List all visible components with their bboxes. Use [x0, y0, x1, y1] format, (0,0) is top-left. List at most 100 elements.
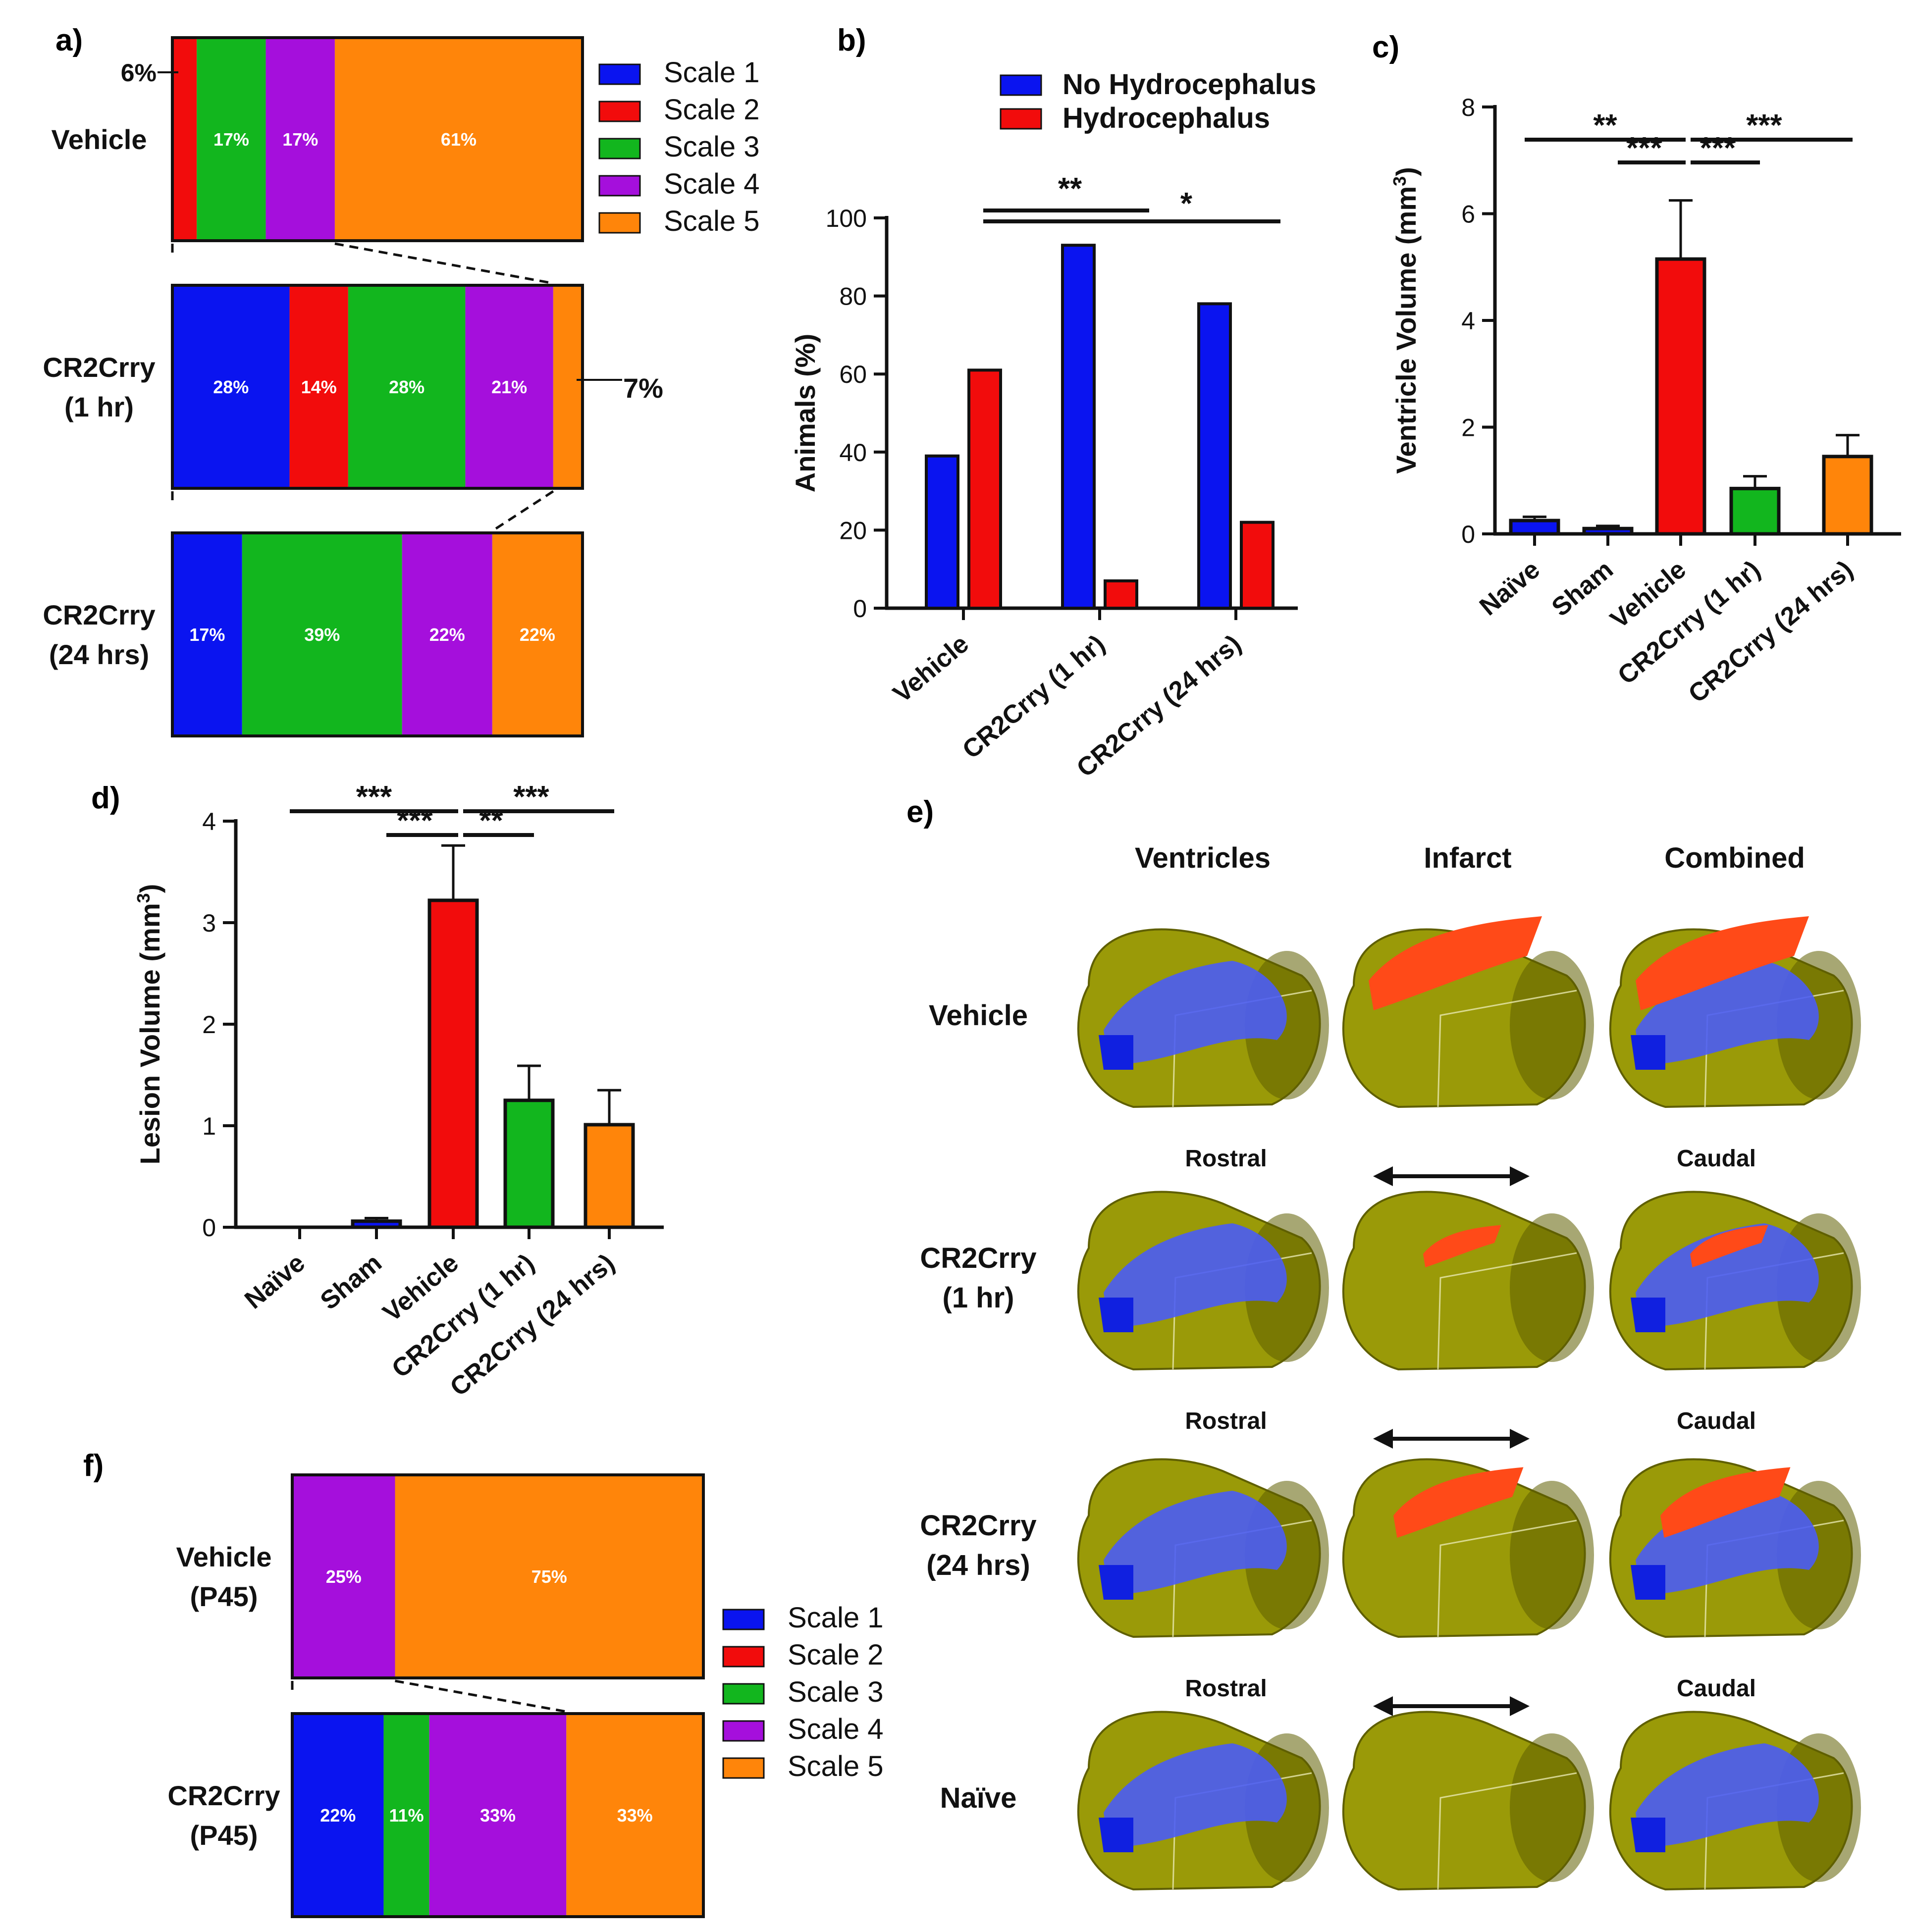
- significance-label: **: [1593, 108, 1617, 143]
- ventricle-rostral: [1099, 1818, 1133, 1852]
- y-tick-label: 6: [1461, 201, 1475, 228]
- panel-label-b: b): [837, 23, 866, 57]
- column-header-infarct: Infarct: [1424, 842, 1511, 874]
- row-label-cr2crry-24-hrs: (24 hrs): [926, 1549, 1030, 1581]
- brain-cut-face: [1510, 1481, 1594, 1629]
- row-label-na-ve: Naïve: [940, 1782, 1017, 1814]
- stack-segment-4: [465, 285, 553, 488]
- row-label-vehicle: Vehicle: [929, 999, 1028, 1032]
- significance-label: ***: [513, 780, 549, 814]
- legend-label-scale-3: Scale 3: [664, 131, 759, 163]
- ventricle-rostral: [1631, 1818, 1665, 1852]
- y-tick-label: 8: [1461, 94, 1475, 121]
- segment-label: 11%: [389, 1805, 424, 1826]
- legend-label-scale-1: Scale 1: [788, 1602, 883, 1634]
- brain-cut-face: [1510, 1733, 1594, 1882]
- bar-no-hydrocephalus-vehicle: [925, 454, 959, 610]
- legend-label-scale-2: Scale 2: [788, 1639, 883, 1671]
- y-tick-label: 40: [839, 439, 867, 467]
- bar-cr2crry-24-hrs: [584, 1123, 635, 1229]
- stack-segment-5: [334, 38, 583, 241]
- brain-render-ventricles: [1077, 1711, 1329, 1891]
- bar-cr2crry-24-hrs: [1822, 455, 1873, 536]
- segment-label: 28%: [389, 377, 425, 397]
- connector-dashed: [334, 242, 554, 285]
- bar-hydrocephalus-cr2crry-1-hr: [1104, 579, 1138, 610]
- ventricle-shape: [1636, 1223, 1819, 1327]
- rostral-label: Rostral: [1185, 1675, 1267, 1702]
- infarct-shape: [1690, 1225, 1768, 1267]
- brain-render-combined: [1609, 1191, 1861, 1371]
- y-axis-title: Lesion Volume (mm3): [133, 884, 166, 1165]
- y-tick-label: 4: [202, 808, 216, 835]
- y-tick-label: 20: [839, 517, 867, 544]
- panel-a-stacked-bars: 17% 17% 61% Vehicle 6% 28% 14% 28% 21% CR2Crry (1 …: [43, 36, 759, 737]
- x-tick-label-cr2crry-24-hrs: CR2Crry (24 hrs): [1683, 555, 1859, 709]
- brain-render-combined: [1609, 916, 1861, 1108]
- brain-render-combined: [1609, 1458, 1861, 1638]
- significance-label: ***: [397, 804, 433, 838]
- bar-sham: [1582, 526, 1634, 536]
- row-label-cr2crry-24-hrs: CR2Crry: [920, 1510, 1036, 1542]
- stack-segment-1: [292, 1714, 384, 1917]
- caudal-label: Caudal: [1677, 1675, 1756, 1702]
- significance-label: *: [1180, 187, 1193, 221]
- row-label: (P45): [190, 1581, 258, 1612]
- panel-label-c: c): [1372, 30, 1399, 64]
- ventricle-shape: [1104, 1491, 1287, 1595]
- infarct-shape: [1393, 1467, 1524, 1538]
- ventricle-rostral: [1631, 1298, 1665, 1332]
- y-axis-title-sup: 3: [133, 893, 154, 903]
- panel-label-a: a): [55, 23, 83, 57]
- panel-label-e: e): [906, 795, 934, 829]
- ventricle-shape: [1104, 1743, 1287, 1847]
- stack-segment-2: [289, 285, 348, 488]
- brain-cut-face: [1510, 951, 1594, 1099]
- rostral-label: Rostral: [1185, 1146, 1267, 1172]
- caudal-label: Caudal: [1677, 1408, 1756, 1434]
- y-axis-title: Ventricle Volume (mm3): [1389, 167, 1422, 474]
- stack-bar-outline: [291, 1712, 705, 1918]
- segment-label: 61%: [441, 129, 477, 150]
- segment-label: 22%: [520, 625, 555, 645]
- legend-label-scale-1: Scale 1: [664, 56, 759, 89]
- legend-swatch-scale-1: [722, 1609, 765, 1630]
- stack-bar-outline: [171, 36, 584, 242]
- brain-render-infarct: [1342, 1191, 1594, 1371]
- brain-render-combined: [1609, 1711, 1861, 1891]
- segment-label: 22%: [320, 1805, 356, 1826]
- segment-label: 25%: [326, 1566, 362, 1587]
- stack-segment-3: [197, 38, 266, 241]
- y-tick-label: 80: [839, 283, 867, 311]
- legend-swatch-scale-2: [722, 1646, 765, 1668]
- legend-swatch-hydrocephalus: [1000, 108, 1042, 130]
- y-tick-label: 2: [202, 1011, 216, 1039]
- stack-segment-5: [566, 1714, 703, 1917]
- segment-label: 33%: [617, 1805, 653, 1826]
- segment-label: 39%: [304, 625, 340, 645]
- significance-label: **: [479, 804, 503, 838]
- brain-render-ventricles: [1077, 1458, 1329, 1638]
- brain-render-ventricles: [1077, 1191, 1329, 1371]
- bar-hydrocephalus-vehicle: [967, 368, 1002, 610]
- segment-label: 75%: [531, 1566, 567, 1587]
- stack-segment-1: [172, 285, 290, 488]
- ventricle-shape: [1104, 961, 1287, 1065]
- ventricle-rostral: [1099, 1565, 1133, 1600]
- y-tick-label: 60: [839, 361, 867, 388]
- row-label: CR2Crry: [43, 352, 155, 383]
- segment-label: 21%: [491, 377, 527, 397]
- significance-label: ***: [1626, 131, 1662, 165]
- ventricle-rostral: [1099, 1298, 1133, 1332]
- y-tick-label: 3: [202, 909, 216, 937]
- row-label: (1 hr): [64, 391, 134, 422]
- segment-label: 22%: [429, 625, 465, 645]
- significance-label: ***: [356, 780, 392, 814]
- segment-label: 14%: [301, 377, 337, 397]
- x-tick-label-sham: Sham: [315, 1249, 387, 1315]
- brain-render-infarct: [1342, 1711, 1594, 1891]
- ventricle-rostral: [1631, 1565, 1665, 1600]
- bounding-line: [1437, 1252, 1577, 1370]
